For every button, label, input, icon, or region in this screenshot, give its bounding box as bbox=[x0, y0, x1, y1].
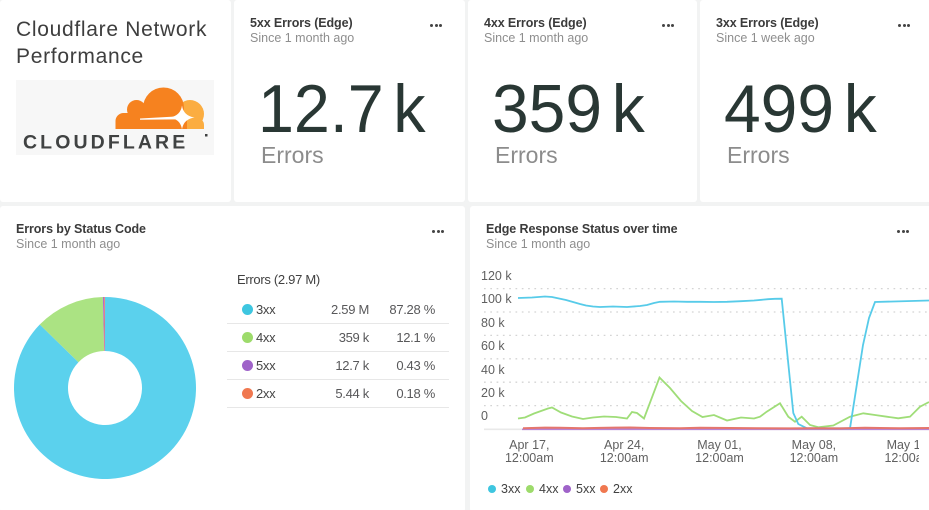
svg-text:CLOUDFLARE: CLOUDFLARE bbox=[23, 132, 188, 154]
